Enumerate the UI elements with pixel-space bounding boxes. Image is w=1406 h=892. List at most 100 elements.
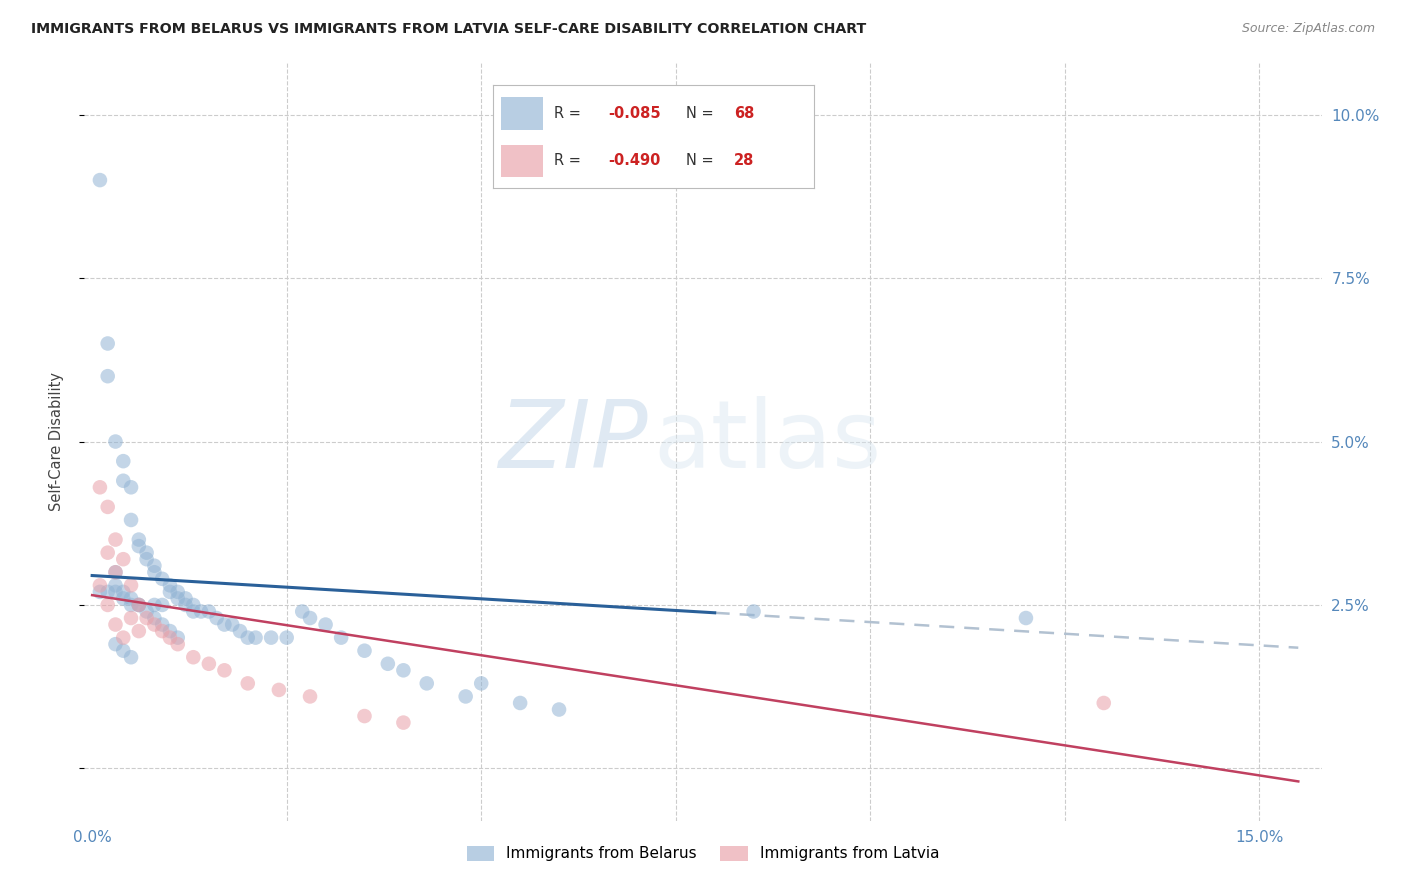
- Point: [150, 572, 173, 586]
- Point: [120, 591, 142, 606]
- Legend: Immigrants from Belarus, Immigrants from Latvia: Immigrants from Belarus, Immigrants from…: [461, 840, 945, 868]
- Point: [150, 617, 173, 632]
- Point: [97, 369, 120, 384]
- Point: [392, 663, 415, 677]
- Point: [97, 500, 120, 514]
- Point: [135, 611, 157, 625]
- Point: [236, 631, 259, 645]
- Point: [470, 676, 492, 690]
- Point: [1015, 611, 1038, 625]
- Point: [174, 591, 197, 606]
- Point: [89, 585, 111, 599]
- Point: [112, 474, 135, 488]
- Point: [174, 598, 197, 612]
- Point: [166, 637, 188, 651]
- Point: [214, 617, 236, 632]
- Point: [181, 650, 204, 665]
- Point: [150, 598, 173, 612]
- Point: [120, 650, 142, 665]
- Point: [198, 605, 221, 619]
- Point: [291, 605, 314, 619]
- Text: atlas: atlas: [654, 395, 882, 488]
- Point: [377, 657, 399, 671]
- Y-axis label: Self-Care Disability: Self-Care Disability: [49, 372, 63, 511]
- Point: [548, 702, 571, 716]
- Point: [742, 605, 765, 619]
- Point: [205, 611, 228, 625]
- Point: [1092, 696, 1115, 710]
- Point: [128, 533, 150, 547]
- Point: [89, 173, 111, 187]
- Point: [104, 617, 127, 632]
- Point: [128, 598, 150, 612]
- Point: [112, 591, 135, 606]
- Point: [135, 552, 157, 566]
- Point: [120, 578, 142, 592]
- Point: [128, 598, 150, 612]
- Point: [112, 585, 135, 599]
- Point: [260, 631, 283, 645]
- Point: [112, 454, 135, 468]
- Point: [104, 566, 127, 580]
- Point: [166, 585, 188, 599]
- Point: [104, 637, 127, 651]
- Point: [143, 566, 166, 580]
- Point: [159, 624, 181, 639]
- Point: [315, 617, 337, 632]
- Text: Source: ZipAtlas.com: Source: ZipAtlas.com: [1241, 22, 1375, 36]
- Point: [166, 631, 188, 645]
- Point: [97, 598, 120, 612]
- Point: [198, 657, 221, 671]
- Point: [245, 631, 267, 645]
- Point: [128, 624, 150, 639]
- Point: [267, 682, 290, 697]
- Point: [143, 611, 166, 625]
- Point: [159, 631, 181, 645]
- Point: [120, 598, 142, 612]
- Point: [89, 578, 111, 592]
- Point: [229, 624, 252, 639]
- Point: [181, 605, 204, 619]
- Point: [104, 434, 127, 449]
- Point: [454, 690, 477, 704]
- Point: [236, 676, 259, 690]
- Point: [97, 546, 120, 560]
- Point: [214, 663, 236, 677]
- Point: [104, 585, 127, 599]
- Point: [190, 605, 212, 619]
- Point: [128, 598, 150, 612]
- Point: [104, 533, 127, 547]
- Point: [159, 578, 181, 592]
- Text: IMMIGRANTS FROM BELARUS VS IMMIGRANTS FROM LATVIA SELF-CARE DISABILITY CORRELATI: IMMIGRANTS FROM BELARUS VS IMMIGRANTS FR…: [31, 22, 866, 37]
- Point: [299, 611, 322, 625]
- Point: [135, 605, 157, 619]
- Point: [353, 643, 375, 657]
- Point: [353, 709, 375, 723]
- Point: [276, 631, 298, 645]
- Point: [112, 631, 135, 645]
- Point: [181, 598, 204, 612]
- Point: [150, 624, 173, 639]
- Point: [97, 336, 120, 351]
- Point: [135, 546, 157, 560]
- Point: [112, 643, 135, 657]
- Point: [166, 591, 188, 606]
- Point: [128, 539, 150, 553]
- Point: [120, 480, 142, 494]
- Point: [392, 715, 415, 730]
- Point: [221, 617, 243, 632]
- Point: [97, 585, 120, 599]
- Point: [104, 578, 127, 592]
- Point: [416, 676, 439, 690]
- Point: [330, 631, 353, 645]
- Point: [104, 566, 127, 580]
- Point: [120, 513, 142, 527]
- Point: [509, 696, 531, 710]
- Point: [120, 611, 142, 625]
- Point: [112, 552, 135, 566]
- Point: [159, 585, 181, 599]
- Point: [299, 690, 322, 704]
- Point: [143, 617, 166, 632]
- Point: [89, 480, 111, 494]
- Point: [143, 598, 166, 612]
